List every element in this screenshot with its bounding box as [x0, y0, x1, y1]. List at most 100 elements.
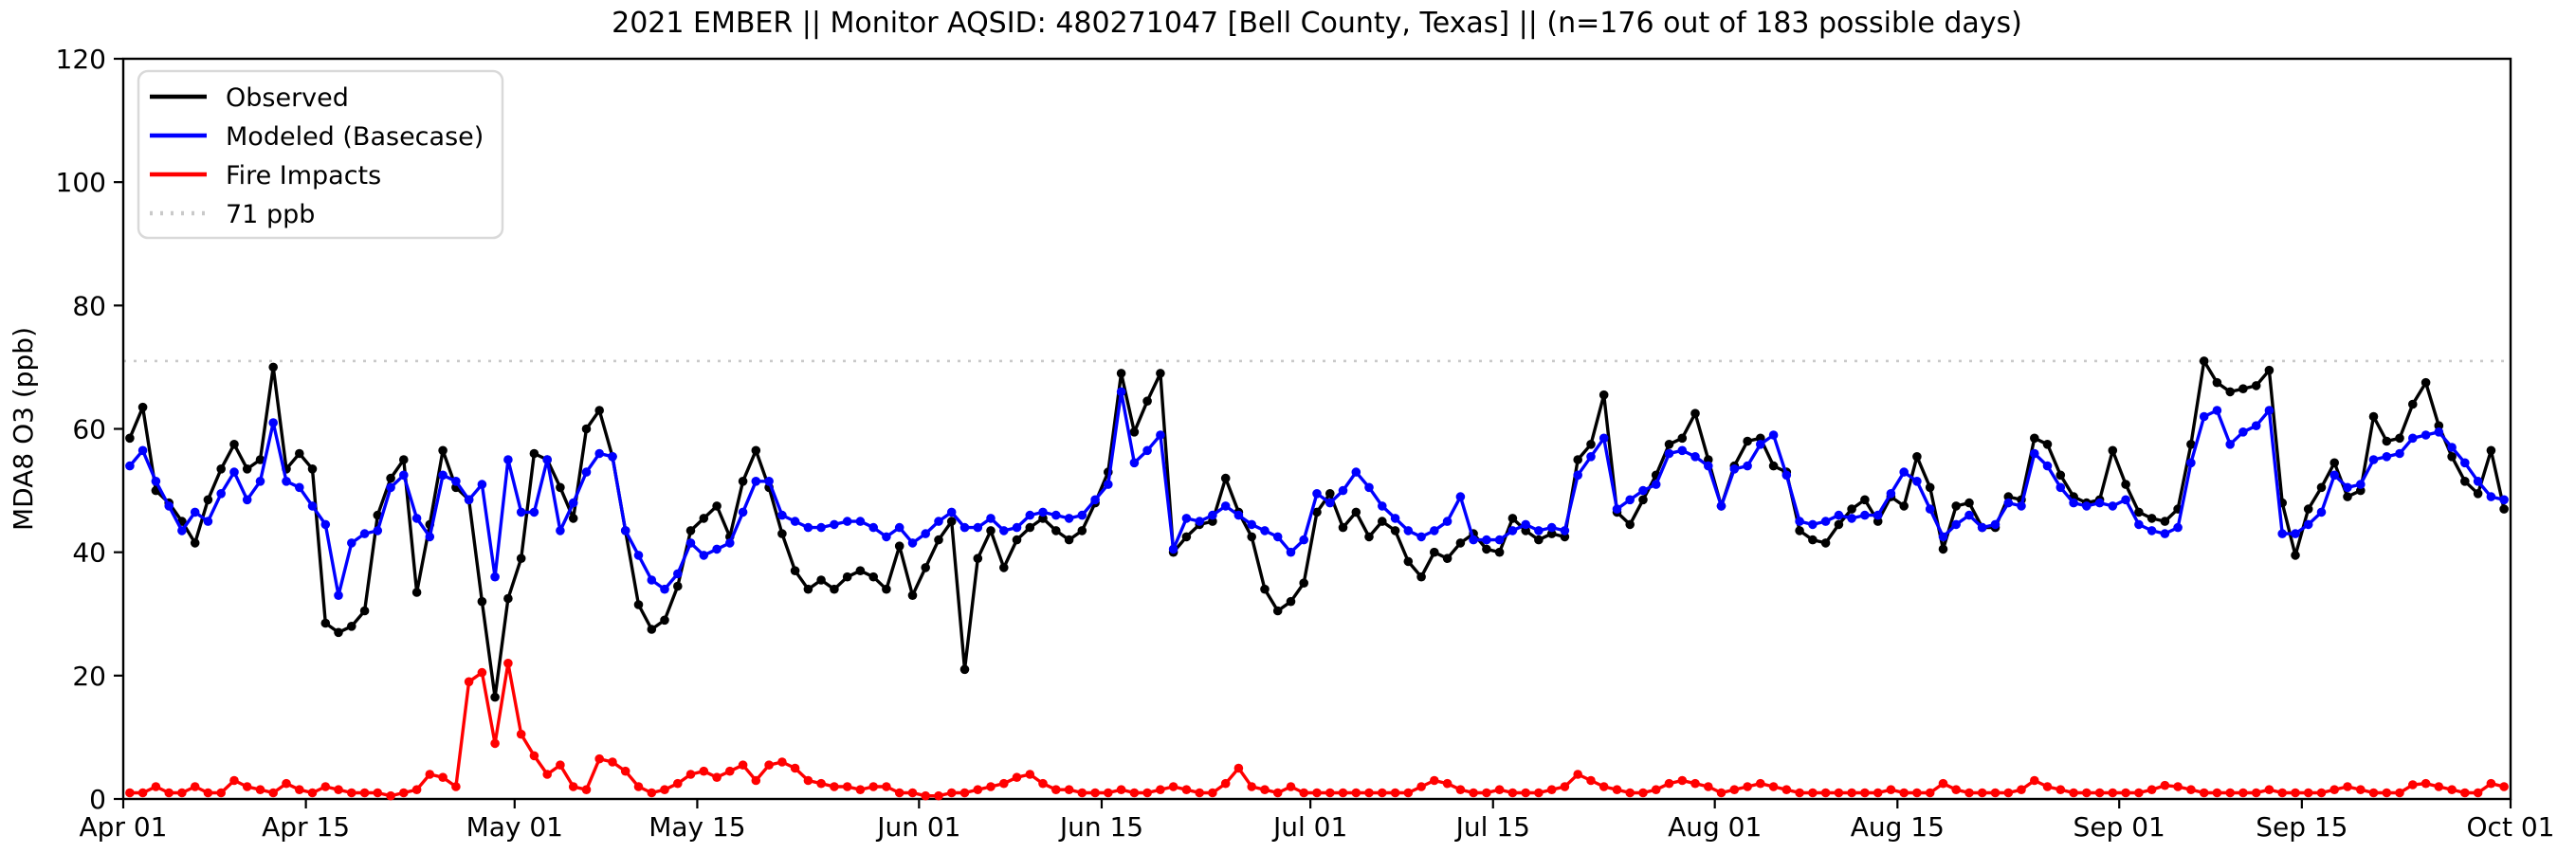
data-point [959, 522, 970, 533]
data-point [633, 551, 644, 560]
data-point [660, 615, 669, 626]
data-point [568, 782, 578, 791]
data-point [1142, 788, 1152, 798]
data-point [2264, 785, 2275, 794]
data-point [2434, 427, 2444, 437]
data-point [1781, 785, 1792, 794]
data-point [1677, 775, 1688, 786]
data-point [1025, 770, 1035, 779]
data-point [411, 785, 422, 794]
data-point [334, 590, 343, 600]
data-point [2055, 785, 2066, 794]
data-point [1664, 448, 1674, 459]
data-point [1351, 507, 1361, 517]
data-point [1951, 785, 1961, 794]
data-point [1260, 785, 1270, 794]
data-point [203, 517, 213, 526]
data-point [438, 470, 448, 481]
data-point [1599, 782, 1609, 791]
data-point [868, 522, 878, 533]
data-point [2499, 504, 2509, 514]
data-point [2147, 785, 2157, 794]
data-point [1338, 788, 1348, 798]
data-point [2382, 436, 2392, 446]
data-point [216, 788, 226, 798]
data-point [2473, 788, 2483, 798]
data-point [2408, 399, 2418, 409]
data-point [1534, 535, 1544, 545]
data-point [1208, 788, 1217, 798]
data-point [1834, 788, 1844, 798]
data-point [255, 785, 265, 794]
data-point [816, 575, 826, 585]
data-point [986, 526, 996, 535]
data-point [216, 489, 226, 499]
data-point [2134, 507, 2144, 517]
data-point [1430, 775, 1439, 786]
data-point [1233, 763, 1244, 773]
data-point [307, 788, 318, 798]
data-point [1012, 522, 1022, 533]
data-point [386, 482, 395, 493]
data-point [699, 551, 709, 560]
data-point [1664, 778, 1674, 789]
data-point [556, 482, 565, 493]
data-point [1625, 495, 1635, 505]
data-point [1325, 788, 1335, 798]
x-tick-label: Apr 15 [262, 811, 350, 843]
data-point [921, 790, 930, 801]
data-point [1129, 427, 1140, 437]
data-point [229, 440, 239, 449]
data-point [1220, 473, 1231, 483]
data-point [1390, 526, 1400, 535]
data-point [2291, 529, 2300, 538]
data-point [2499, 782, 2509, 791]
data-point [255, 477, 265, 486]
data-point [594, 406, 604, 415]
data-point [1886, 785, 1896, 794]
x-tick-label: Sep 01 [2074, 811, 2165, 843]
data-point [1494, 547, 1505, 557]
data-point [2408, 433, 2418, 444]
data-point [803, 775, 813, 786]
data-point [2434, 782, 2444, 791]
data-point [946, 788, 957, 798]
data-point [842, 572, 852, 582]
data-point [295, 785, 304, 794]
data-point [2329, 785, 2339, 794]
x-tick-label: Jul 01 [1271, 811, 1347, 843]
data-point [1378, 501, 1387, 511]
data-point [1312, 489, 1322, 499]
data-point [1142, 396, 1152, 407]
data-point [1899, 788, 1909, 798]
data-point [673, 778, 683, 789]
data-point [1534, 526, 1544, 535]
data-point [1977, 522, 1987, 533]
data-point [1716, 501, 1726, 511]
data-point [2277, 529, 2287, 538]
data-point [751, 445, 761, 456]
data-point [1129, 458, 1140, 468]
data-point [1847, 514, 1856, 523]
data-point [411, 588, 422, 597]
data-point [1260, 584, 1270, 594]
data-point [151, 477, 161, 486]
data-point [2356, 785, 2366, 794]
data-point [2368, 411, 2379, 422]
data-point [2121, 495, 2130, 505]
data-point [229, 775, 239, 786]
data-point [2069, 788, 2078, 798]
data-point [1743, 461, 1752, 471]
data-point [1181, 785, 1192, 794]
data-point [1233, 510, 1244, 520]
data-point [1586, 775, 1596, 786]
data-point [660, 584, 669, 594]
data-point [411, 514, 422, 523]
data-point [1442, 554, 1452, 563]
data-point [229, 467, 239, 477]
data-point [1873, 510, 1883, 520]
data-point [1442, 517, 1452, 526]
data-point [907, 538, 918, 548]
data-point [1795, 788, 1804, 798]
